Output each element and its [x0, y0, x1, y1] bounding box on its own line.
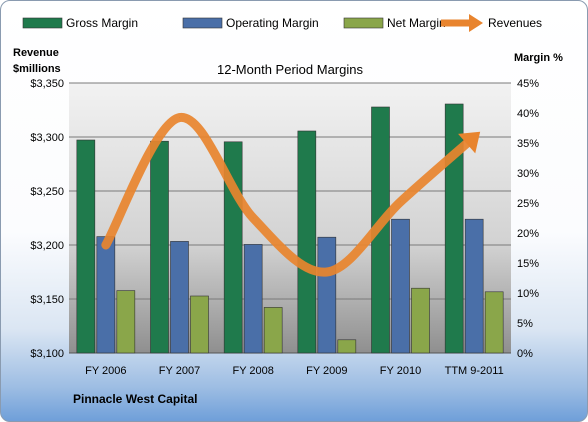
bar-operating-margin [96, 236, 116, 354]
revenue-point [473, 136, 475, 138]
bar-operating-margin [317, 236, 337, 354]
left-axis-label-line1: Revenue [13, 47, 59, 59]
x-tick-label: TTM 9-2011 [445, 365, 504, 377]
bar-net-margin [337, 339, 357, 354]
bar-gross-margin [444, 103, 464, 354]
x-tick-label: FY 2006 [85, 365, 126, 377]
bar-operating-margin [170, 241, 189, 354]
left-tick-label: $3,250 [30, 186, 64, 198]
right-axis-label: Margin % [514, 52, 563, 64]
legend-swatch [343, 17, 384, 29]
legend-swatch [22, 17, 63, 29]
bar-net-margin [190, 295, 209, 354]
right-tick-label: 5% [517, 318, 533, 330]
axes: $3,100 $3,150 $3,200 $3,250 $3,300 $3,350 0% 5%… [30, 78, 539, 377]
company-name: Pinnacle West Capital [73, 392, 197, 406]
left-tick-label: $3,150 [30, 294, 64, 306]
right-tick-label: 35% [517, 138, 539, 150]
gridlines [69, 82, 511, 354]
bar-operating-margin [464, 218, 484, 354]
x-tick-label: FY 2007 [159, 365, 200, 377]
revenue-point [105, 244, 107, 246]
right-tick-label: 45% [517, 78, 539, 90]
legend-swatch [182, 17, 223, 29]
right-tick-label: 25% [517, 198, 539, 210]
revenue-point [179, 117, 180, 119]
right-tick-label: 0% [517, 348, 533, 360]
bar-gross-margin [297, 130, 317, 354]
revenue-point [326, 271, 328, 273]
bar-operating-margin [391, 218, 410, 354]
right-tick-label: 40% [517, 108, 539, 120]
bar-net-margin [411, 287, 430, 354]
x-tick-label: FY 2008 [232, 365, 273, 377]
bar-net-margin [116, 290, 136, 354]
legend-label: Revenues [488, 16, 542, 30]
revenue-line [101, 113, 481, 277]
left-tick-label: $3,100 [30, 348, 64, 360]
bar-net-margin [484, 291, 504, 354]
right-tick-label: 15% [517, 258, 539, 270]
legend-label: Gross Margin [66, 16, 138, 30]
x-tick-label: FY 2009 [306, 365, 347, 377]
bar-gross-margin [150, 140, 169, 354]
bars [76, 103, 504, 354]
legend-swatch-revenue-arrow [469, 14, 483, 32]
revenue-point [400, 201, 401, 203]
right-tick-label: 20% [517, 228, 539, 240]
plot-area [69, 83, 511, 353]
chart-title: 12-Month Period Margins [217, 62, 363, 77]
bar-net-margin [263, 307, 283, 354]
bar-gross-margin [76, 139, 96, 354]
right-tick-label: 30% [517, 168, 539, 180]
left-tick-label: $3,200 [30, 240, 64, 252]
legend-label: Net Margin [387, 16, 446, 30]
left-axis-label-line2: $millions [13, 63, 61, 75]
right-tick-label: 10% [517, 288, 539, 300]
revenue-point [252, 217, 254, 219]
bar-operating-margin [243, 244, 263, 354]
legend: Gross Margin Operating Margin Net Margin Re… [22, 14, 542, 32]
x-tick-label: FY 2010 [380, 365, 421, 377]
left-tick-label: $3,350 [30, 78, 64, 90]
left-tick-label: $3,300 [30, 132, 64, 144]
legend-label: Operating Margin [226, 16, 319, 30]
